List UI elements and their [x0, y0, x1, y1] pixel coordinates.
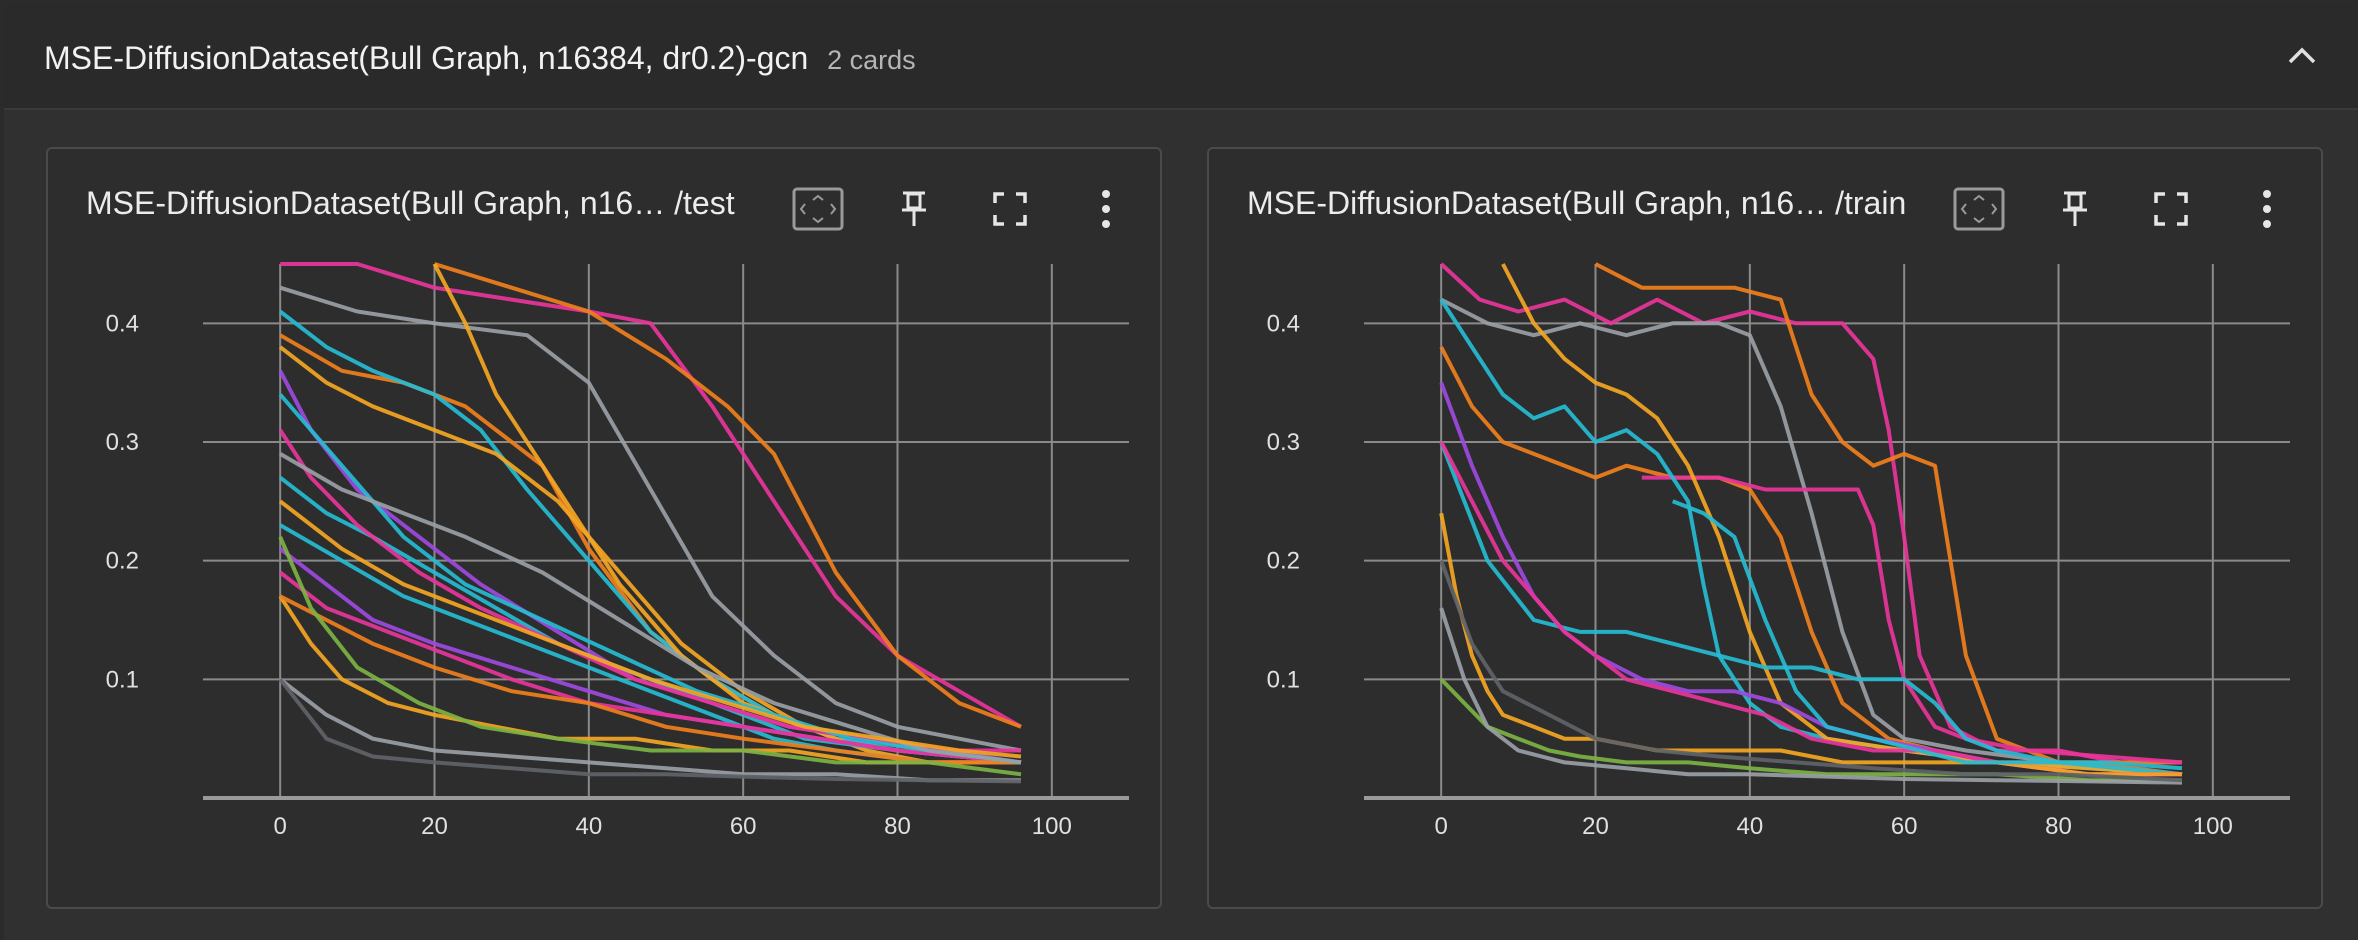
series-line-18	[278, 393, 1022, 765]
y-tick-label: 0.4	[1267, 310, 1300, 337]
scalar-card-test: MSE-DiffusionDataset(Bull Graph, n16… /t…	[46, 147, 1162, 909]
card-title-train: MSE-DiffusionDataset(Bull Graph, n16… /t…	[1247, 185, 1907, 221]
y-tick-label: 0.1	[1267, 666, 1300, 693]
card-group-section: MSE-DiffusionDataset(Bull Graph, n16384,…	[4, 4, 2358, 940]
series-line-19	[279, 452, 1022, 765]
x-tick-label: 40	[575, 813, 602, 840]
fullscreen-icon	[2154, 192, 2188, 226]
series-line-14	[279, 594, 1021, 765]
series-line-12	[1439, 607, 2183, 785]
series-line-6	[432, 263, 1021, 765]
more-vert-icon	[1102, 190, 1110, 228]
y-tick-label: 0.3	[106, 429, 139, 456]
x-tick-label: 100	[1032, 813, 1072, 840]
series-line-2	[1440, 297, 2183, 777]
x-tick-label: 0	[1434, 813, 1447, 840]
x-tick-label: 60	[730, 813, 757, 840]
series-lines	[278, 262, 1022, 784]
series-line-17	[278, 678, 1022, 784]
x-tick-label: 0	[273, 813, 286, 840]
series-line-15	[278, 536, 1022, 777]
series-line-1	[1594, 262, 2182, 765]
y-tick-label: 0.3	[1267, 429, 1300, 456]
series-line-11	[278, 429, 1021, 753]
fullscreen-button[interactable]	[984, 183, 1036, 235]
x-tick-label: 60	[1891, 813, 1918, 840]
collapse-button[interactable]	[2282, 36, 2322, 76]
scalar-card-train: MSE-DiffusionDataset(Bull Graph, n16… /t…	[1207, 147, 2323, 909]
series-line-20	[278, 499, 1022, 759]
series-line-16	[278, 677, 1021, 783]
tick-labels: 0 20 40 60 80 100 0.1 0.2 0.3 0.4	[1267, 310, 2233, 840]
series-lines	[1439, 262, 2183, 785]
series-line-9	[1439, 441, 2182, 777]
series-line-5	[278, 345, 1022, 765]
card-count: 2 cards	[827, 45, 916, 75]
series-line-4	[278, 309, 1022, 765]
series-line-0	[280, 262, 1022, 729]
x-tick-label: 40	[1736, 813, 1763, 840]
x-tick-label: 20	[421, 813, 448, 840]
y-tick-label: 0.4	[106, 310, 139, 337]
tick-labels: 0 20 40 60 80 100 0.1 0.2 0.3 0.4	[106, 310, 1072, 840]
series-line-5	[1439, 298, 2183, 777]
chart-grid	[203, 264, 1129, 800]
series-line-6	[1501, 263, 2183, 777]
series-line-2	[279, 285, 1022, 753]
series-line-4	[1641, 475, 2183, 765]
fit-domain-icon	[792, 187, 844, 231]
pin-icon	[902, 191, 926, 226]
section-header[interactable]: MSE-DiffusionDataset(Bull Graph, n16384,…	[4, 4, 2358, 110]
card-title-test: MSE-DiffusionDataset(Bull Graph, n16… /t…	[86, 185, 735, 221]
y-tick-label: 0.1	[106, 666, 139, 693]
fullscreen-icon	[993, 192, 1027, 226]
x-tick-label: 20	[1582, 813, 1609, 840]
section-title: MSE-DiffusionDataset(Bull Graph, n16384,…	[44, 40, 916, 77]
y-tick-label: 0.2	[1267, 548, 1300, 575]
pin-icon	[2063, 191, 2087, 226]
more-options-button[interactable]	[1080, 183, 1132, 235]
fit-domain-button[interactable]	[792, 183, 844, 235]
more-vert-icon	[2263, 190, 2271, 228]
pin-button[interactable]	[2049, 183, 2101, 235]
fullscreen-button[interactable]	[2145, 183, 2197, 235]
series-line-13	[1671, 499, 2183, 771]
fit-domain-button[interactable]	[1953, 183, 2005, 235]
x-tick-label: 100	[2193, 813, 2233, 840]
pin-button[interactable]	[888, 183, 940, 235]
x-tick-label: 80	[2045, 813, 2072, 840]
series-line-14	[1439, 560, 2183, 783]
chart-grid	[1364, 264, 2290, 800]
chevron-up-icon	[2288, 47, 2316, 64]
more-options-button[interactable]	[2241, 183, 2293, 235]
series-line-1	[433, 262, 1022, 729]
fit-domain-icon	[1953, 187, 2005, 231]
y-tick-label: 0.2	[106, 548, 139, 575]
section-title-text: MSE-DiffusionDataset(Bull Graph, n16384,…	[44, 40, 809, 76]
line-chart-test[interactable]: 0 20 40 60 80 100 0.1 0.2 0.3 0.4	[48, 257, 1160, 877]
x-tick-label: 80	[884, 813, 911, 840]
line-chart-train[interactable]: 0 20 40 60 80 100 0.1 0.2 0.3 0.4	[1209, 257, 2321, 877]
